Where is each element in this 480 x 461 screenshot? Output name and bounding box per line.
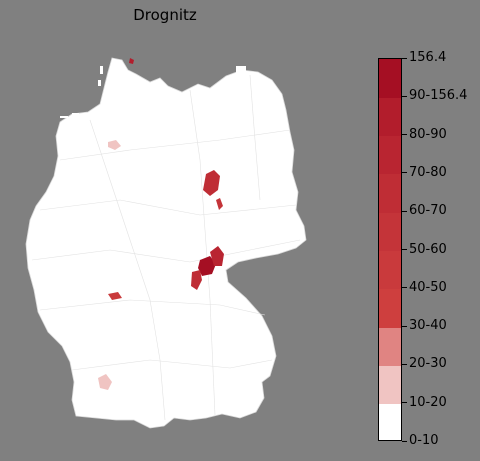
region-saalfeld-rudolstadt [210,246,224,266]
legend-tick [402,210,407,212]
north-sea-islands [60,66,246,118]
legend-tick-label: 10-20 [409,394,447,410]
germany-outline [25,57,307,429]
legend-swatch [379,173,401,213]
legend-tick-label: 90-156.4 [409,88,468,104]
map-title: Drognitz [133,6,197,24]
legend-tick [402,325,407,327]
legend-swatch [379,288,401,328]
legend-tick [402,249,407,250]
legend-swatch [379,250,401,290]
legend-tick-label: 50-60 [409,241,447,257]
legend-tick-label: 80-90 [409,126,447,142]
legend-tick [402,134,407,136]
legend-tick [402,287,407,289]
legend-tick-label: 60-70 [409,203,447,219]
legend-tick-label: 156.4 [409,50,447,65]
legend-color-bar [378,58,402,441]
legend-swatch [379,97,401,137]
legend-tick [402,440,407,442]
legend-tick [402,95,407,97]
region-wittenberg [216,198,223,210]
legend-swatch [379,365,401,405]
region-hof [191,270,202,290]
legend-tick-label: 20-30 [409,356,447,372]
region-heidekreis [108,140,121,150]
legend-swatch [379,135,401,175]
region-salzlandkreis [203,170,220,196]
legend-tick-label: 40-50 [409,279,447,295]
legend-tick-label: 0-10 [409,433,439,448]
legend-tick-label: 70-80 [409,164,447,180]
legend-swatch [379,212,401,251]
legend-swatch [379,327,401,366]
region-darmstadt [108,292,122,300]
region-nordfriesland [129,58,134,64]
legend-swatch [379,59,401,98]
region-boeblingen [98,374,112,390]
district-lines [31,74,301,421]
legend-tick [402,363,407,365]
legend-swatch [379,403,401,440]
color-legend: 0-10 10-20 20-30 30-40 40-50 50-60 60-70 70-80 8… [378,51,478,448]
legend-tick-label: 30-40 [409,318,447,334]
legend-tick [402,57,407,59]
legend-tick [402,172,407,174]
legend-tick [402,402,407,404]
region-drognitz [198,256,216,276]
